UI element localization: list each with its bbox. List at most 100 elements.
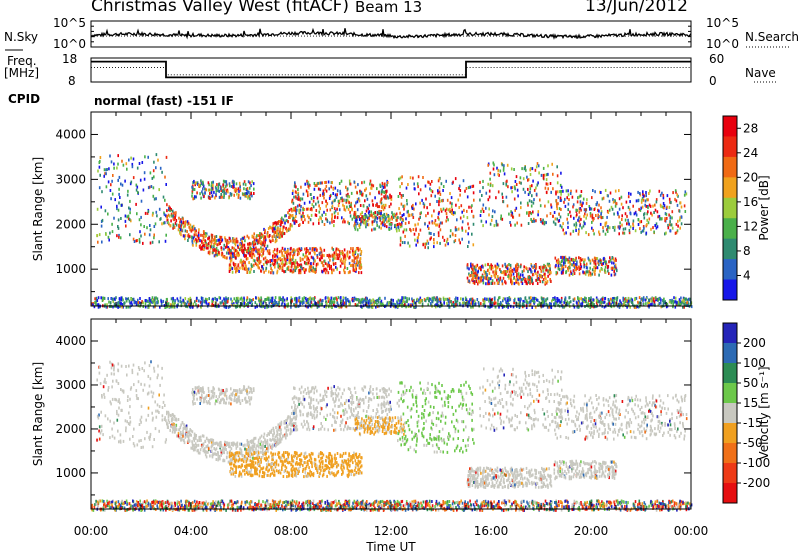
power-data-point [309, 251, 311, 255]
power-data-point [567, 225, 569, 229]
power-data-point [110, 197, 112, 201]
power-data-point [399, 176, 402, 180]
power-data-point [599, 215, 602, 219]
power-data-point [438, 217, 440, 221]
power-data-point [494, 271, 497, 275]
power-data-point [124, 179, 126, 183]
power-data-point [584, 212, 586, 216]
power-data-point [193, 196, 196, 200]
power-data-point [292, 201, 295, 205]
power-data-point [109, 231, 111, 235]
power-data-point [393, 212, 395, 216]
power-data-point [235, 256, 237, 260]
power-data-point [629, 212, 632, 216]
power-data-point [418, 300, 420, 304]
power-data-point [262, 257, 265, 261]
power-data-point [557, 267, 560, 271]
power-data-point [612, 303, 615, 306]
power-data-point [345, 185, 347, 189]
power-data-point [244, 261, 246, 264]
power-data-point [234, 241, 236, 245]
power-data-point [618, 189, 620, 193]
power-data-point [612, 200, 615, 204]
power-data-point [677, 302, 680, 306]
power-data-point [385, 189, 388, 193]
power-data-point [464, 296, 467, 300]
power-data-point [400, 202, 403, 206]
power-data-point [439, 228, 442, 232]
power-data-point [469, 303, 471, 307]
power-data-point [616, 302, 619, 306]
power-data-point [557, 202, 559, 206]
power-data-point [98, 165, 101, 169]
power-data-point [555, 259, 558, 263]
power-data-point [259, 302, 262, 306]
power-data-point [291, 262, 293, 266]
power-data-point [258, 299, 261, 303]
power-data-point [531, 219, 533, 223]
power-data-point [428, 297, 430, 301]
power-data-point [330, 296, 333, 300]
power-data-point [613, 265, 616, 268]
power-data-point [242, 182, 245, 186]
power-data-point [239, 196, 242, 200]
power-data-point [363, 219, 365, 222]
power-data-point [237, 246, 239, 250]
power-data-point [606, 230, 609, 233]
power-data-point [275, 238, 278, 242]
power-data-point [684, 210, 687, 213]
power-data-point [253, 238, 256, 242]
power-data-point [544, 186, 547, 190]
power-data-point [618, 197, 621, 201]
power-data-point [217, 189, 219, 192]
power-data-point [466, 216, 469, 220]
power-data-point [274, 299, 276, 303]
power-data-point [254, 242, 257, 246]
power-data-point [550, 271, 552, 275]
power-data-point [348, 222, 350, 226]
power-data-point [647, 210, 649, 214]
power-data-point [578, 219, 581, 223]
power-data-point [645, 191, 647, 194]
power-data-point [108, 167, 110, 171]
power-data-point [384, 182, 386, 186]
power-data-point [290, 214, 293, 218]
power-data-point [353, 260, 355, 263]
power-data-point [495, 301, 497, 305]
power-data-point [395, 218, 397, 222]
power-data-point [537, 210, 540, 214]
power-data-point [153, 175, 155, 179]
velocity-data-point [100, 410, 102, 414]
power-data-point [356, 303, 359, 307]
power-data-point [167, 302, 170, 306]
power-data-point [195, 195, 197, 199]
power-data-point [252, 182, 255, 186]
power-data-point [539, 280, 541, 284]
power-data-point [594, 264, 597, 268]
power-data-point [121, 305, 123, 309]
power-data-point [427, 224, 429, 228]
power-data-point [235, 238, 237, 242]
power-data-point [435, 223, 437, 227]
power-colorbar-segment [723, 238, 737, 260]
power-data-point [260, 300, 262, 304]
power-data-point [103, 296, 106, 300]
power-data-point [243, 301, 245, 305]
power-data-point [381, 181, 384, 185]
power-data-point [515, 269, 517, 273]
power-data-point [455, 296, 457, 300]
power-data-point [315, 302, 318, 306]
power-data-point [361, 215, 363, 219]
power-data-point [471, 266, 473, 270]
power-data-point [135, 188, 138, 192]
power-data-point [345, 305, 348, 309]
power-data-point [289, 224, 292, 228]
power-data-point [117, 225, 119, 228]
power-data-point [549, 212, 552, 215]
power-data-point [478, 266, 480, 270]
power-data-point [639, 208, 642, 212]
power-data-point [517, 281, 519, 285]
power-data-point [480, 279, 482, 283]
power-data-point [323, 223, 326, 226]
power-data-point [635, 296, 638, 300]
